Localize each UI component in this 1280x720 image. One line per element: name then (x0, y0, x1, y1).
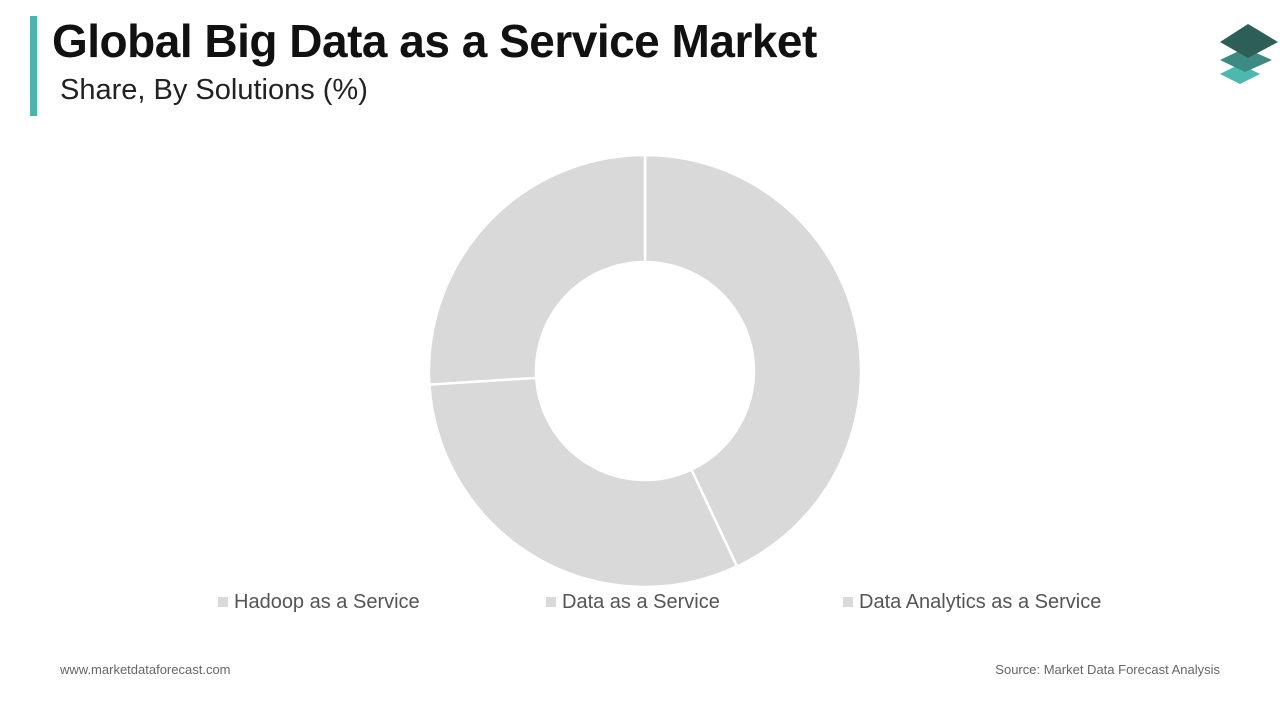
page-title: Global Big Data as a Service Market (52, 15, 817, 67)
stacked-layers-logo-icon (1220, 24, 1278, 84)
donut-slice-hadoop-as-a-service (643, 153, 863, 569)
legend-swatch (218, 597, 228, 607)
footer-website: www.marketdataforecast.com (60, 662, 231, 677)
legend-item: Data as a Service (546, 588, 720, 616)
chart-legend: Hadoop as a Service Data as a Service Data… (0, 588, 1280, 616)
logo-layer-middle (1220, 48, 1272, 72)
donut-slice-data-as-a-service (428, 376, 739, 589)
logo-layer-top (1220, 24, 1278, 58)
legend-swatch (843, 597, 853, 607)
legend-label: Data as a Service (562, 590, 720, 613)
legend-label: Data Analytics as a Service (859, 590, 1102, 613)
title-accent-bar (30, 16, 37, 116)
legend-swatch (546, 597, 556, 607)
donut-slice-data-analytics-as-a-service (427, 153, 647, 386)
legend-label: Hadoop as a Service (234, 590, 420, 613)
legend-item: Hadoop as a Service (218, 588, 420, 616)
footer-source: Source: Market Data Forecast Analysis (995, 662, 1220, 677)
legend-item: Data Analytics as a Service (843, 588, 1101, 616)
page-subtitle: Share, By Solutions (%) (60, 74, 368, 106)
